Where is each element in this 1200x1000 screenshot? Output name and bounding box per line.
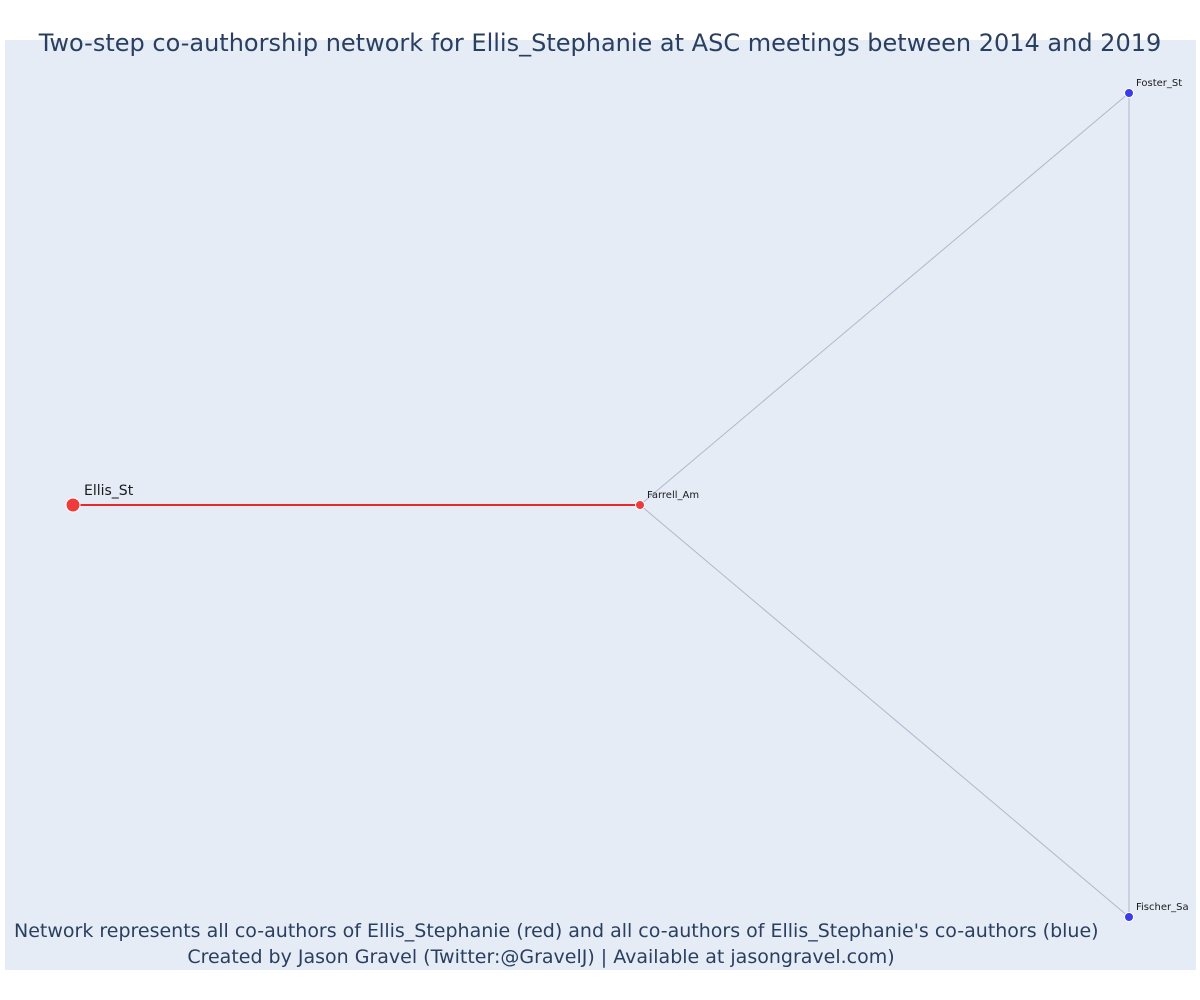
caption-line-2: Created by Jason Gravel (Twitter:@Gravel… [187, 946, 895, 968]
chart-caption: Network represents all co-authors of Ell… [14, 918, 1099, 970]
chart-title: Two-step co-authorship network for Ellis… [38, 29, 1162, 57]
edges-layer [73, 92, 1130, 918]
nodes-layer [65, 88, 1134, 922]
labels-layer: Ellis_St Farrell_Am Foster_St Fischer_Sa [84, 78, 1189, 913]
node-Ellis_St[interactable] [65, 497, 81, 513]
edge-Farrell_Am-Fischer_Sa [639, 504, 1130, 918]
node-Foster_St[interactable] [1124, 88, 1134, 98]
node-Fischer_Sa[interactable] [1124, 912, 1134, 922]
node-Farrell_Am[interactable] [635, 500, 645, 510]
node-label-Ellis_St: Ellis_St [84, 483, 134, 499]
node-label-Fischer_Sa: Fischer_Sa [1136, 902, 1189, 913]
edge-Farrell_Am-Foster_St [639, 92, 1130, 506]
caption-line-1: Network represents all co-authors of Ell… [14, 920, 1099, 942]
node-label-Farrell_Am: Farrell_Am [647, 490, 699, 501]
node-label-Foster_St: Foster_St [1136, 78, 1182, 89]
